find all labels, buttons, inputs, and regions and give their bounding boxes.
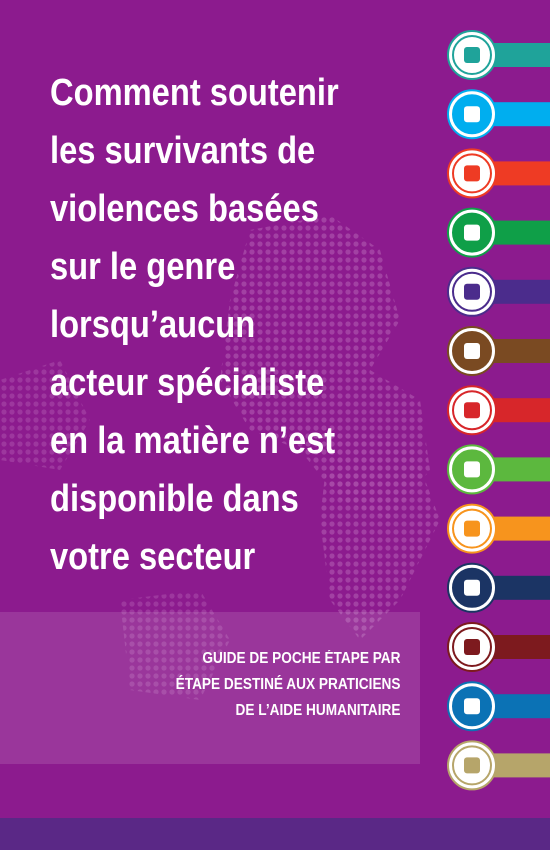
title-line: lorsqu’aucun [50, 304, 256, 346]
icon-glyph [464, 461, 480, 478]
icon-glyph [464, 579, 480, 596]
title-line: en la matière n’est [50, 420, 336, 462]
icon-glyph [464, 165, 480, 182]
footer-strip [0, 818, 550, 850]
icon-glyph [464, 47, 480, 63]
title-line: sur le genre [50, 246, 236, 288]
icon-glyph [464, 520, 480, 537]
icon-glyph [464, 343, 480, 359]
subtitle-band [0, 612, 420, 764]
title-line: disponible dans [50, 478, 299, 520]
subtitle-line: GUIDE DE POCHE ÉTAPE PAR [201, 650, 400, 667]
title-line: votre secteur [50, 536, 256, 578]
icon-glyph [464, 283, 480, 300]
title-line: Comment soutenir [50, 72, 339, 114]
icon-glyph [464, 698, 480, 715]
icon-glyph [464, 402, 480, 419]
icon-glyph [464, 757, 480, 774]
title-line: violences basées [50, 188, 319, 230]
subtitle-line: ÉTAPE DESTINÉ AUX PRATICIENS [175, 676, 400, 693]
subtitle: GUIDE DE POCHE ÉTAPE PAR ÉTAPE DESTINÉ AU… [175, 646, 400, 724]
icon-glyph [464, 106, 480, 123]
subtitle-line: DE L’AIDE HUMANITAIRE [235, 702, 400, 719]
title-line: acteur spécialiste [50, 362, 325, 404]
title-line: les survivants de [50, 130, 316, 172]
title: Comment soutenir les survivants de violenc… [50, 64, 339, 586]
icon-glyph [464, 224, 480, 241]
icon-glyph [464, 639, 480, 655]
